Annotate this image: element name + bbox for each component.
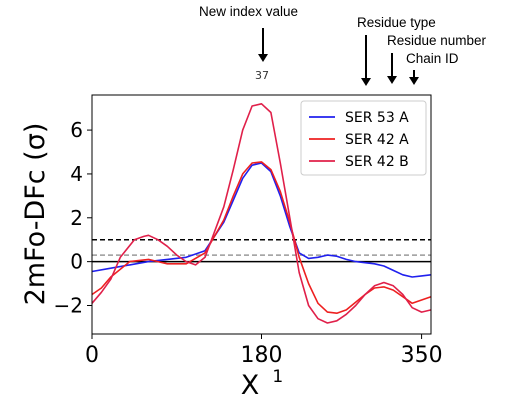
y-tick-label-4: 6 [70, 118, 83, 142]
x-axis-label-main: X [241, 370, 260, 401]
arrow-residue-type [361, 35, 371, 86]
legend-label-0: SER 53 A [345, 110, 409, 126]
y-tick-label-2: 2 [70, 206, 83, 230]
legend-label-2: SER 42 B [345, 154, 409, 170]
y-tick-label-3: 4 [70, 162, 83, 186]
chart-title: 37 [255, 69, 269, 82]
axes: 0 180 350 −2 0 2 4 6 [54, 94, 443, 368]
annotation-chain-id: Chain ID [406, 51, 459, 66]
legend: SER 53 A SER 42 A SER 42 B [300, 100, 427, 176]
annotation-residue-number: Residue number [387, 33, 487, 48]
legend-label-1: SER 42 A [345, 132, 409, 148]
y-tick-label-0: −2 [54, 293, 83, 317]
annotation-new-index: New index value [199, 4, 299, 19]
x-axis-label: X 1 [241, 367, 283, 401]
series-line-2 [91, 103, 432, 324]
x-tick-label-1: 180 [241, 343, 283, 368]
x-tick-label-2: 350 [401, 343, 443, 368]
x-tick-label-0: 0 [85, 343, 99, 368]
plot-area [91, 103, 432, 324]
series-line-1 [91, 161, 432, 315]
arrow-new-index [258, 28, 268, 62]
legend-box [300, 100, 427, 176]
annotation-residue-type: Residue type [357, 15, 436, 30]
y-tick-label-1: 0 [70, 250, 83, 274]
x-axis-label-superscript: 1 [272, 367, 283, 387]
arrow-chain-id [409, 70, 419, 85]
arrow-residue-number [387, 53, 397, 84]
y-axis-label: 2mFo-DFc (σ) [20, 123, 51, 306]
